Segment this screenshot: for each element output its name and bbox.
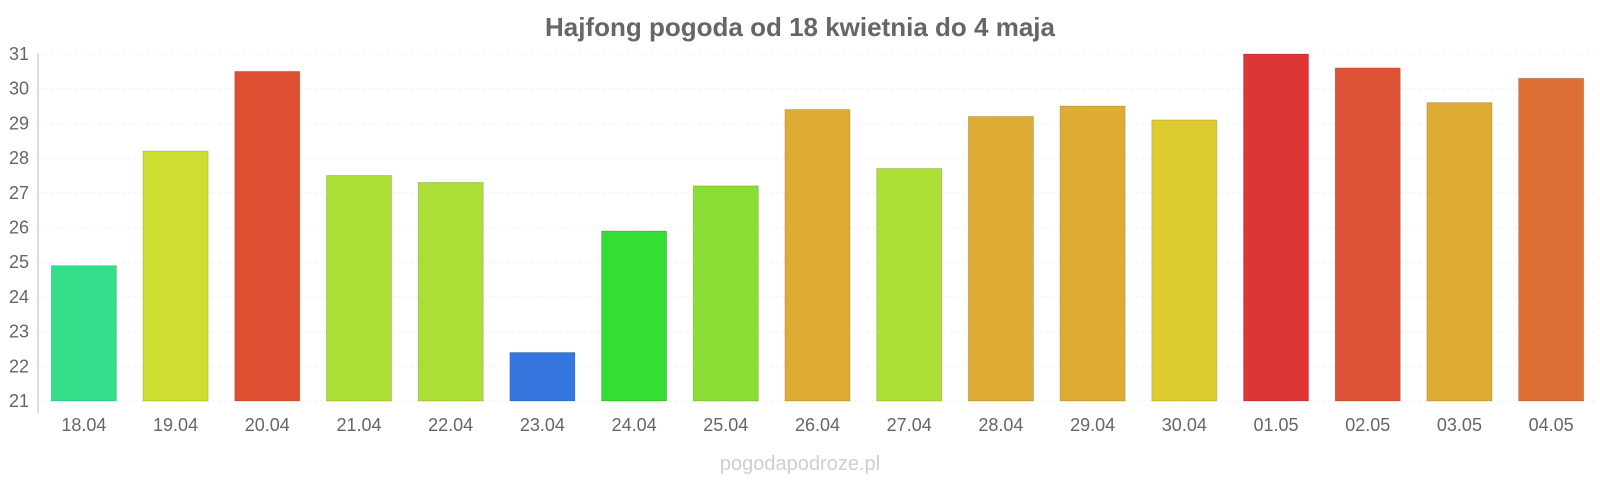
x-axis-ticks: 18.04 19.04 20.04 21.04 22.04 23.04 24.04 25.04…: [61, 415, 1573, 435]
y-tick-label: 29: [9, 113, 29, 133]
y-tick-label: 25: [9, 252, 29, 272]
x-tick-label: 02.05: [1345, 415, 1390, 435]
x-tick-label: 01.05: [1254, 415, 1299, 435]
x-tick-label: 18.04: [61, 415, 106, 435]
bar-25.04[interactable]: [692, 185, 759, 402]
bar-01.05[interactable]: [1242, 53, 1310, 402]
y-tick-label: 31: [9, 44, 29, 64]
bar-30.04[interactable]: [1151, 119, 1218, 402]
bar-19.04[interactable]: [142, 150, 209, 402]
x-tick-label: 30.04: [1162, 415, 1207, 435]
bar-02.05[interactable]: [1334, 67, 1401, 402]
x-tick-label: 25.04: [703, 415, 748, 435]
bars: [50, 53, 1585, 402]
bar-18.04[interactable]: [50, 265, 117, 402]
bar-04.05[interactable]: [1518, 77, 1585, 402]
source-watermark: pogodapodroze.pl: [720, 453, 880, 475]
x-tick-label: 29.04: [1070, 415, 1115, 435]
bar-21.04[interactable]: [325, 174, 393, 402]
x-tick-label: 03.05: [1437, 415, 1482, 435]
bar-28.04[interactable]: [967, 115, 1034, 402]
x-tick-label: 04.05: [1529, 415, 1574, 435]
x-tick-label: 21.04: [336, 415, 381, 435]
x-tick-label: 26.04: [795, 415, 840, 435]
bar-24.04[interactable]: [601, 230, 668, 402]
x-tick-label: 23.04: [520, 415, 565, 435]
bar-26.04[interactable]: [784, 109, 851, 402]
x-tick-label: 28.04: [978, 415, 1023, 435]
x-tick-label: 19.04: [153, 415, 198, 435]
y-tick-label: 24: [9, 287, 29, 307]
bar-23.04[interactable]: [509, 351, 576, 402]
y-tick-label: 30: [9, 79, 29, 99]
y-axis-ticks: 21 22 23 24 25 26 27 28 29 30 31: [9, 44, 29, 411]
y-tick-label: 21: [9, 391, 29, 411]
y-tick-label: 27: [9, 183, 29, 203]
bar-27.04[interactable]: [876, 168, 943, 402]
bar-29.04[interactable]: [1059, 105, 1126, 402]
y-tick-label: 28: [9, 148, 29, 168]
x-tick-label: 27.04: [887, 415, 932, 435]
chart-title: Hajfong pogoda od 18 kwietnia do 4 maja: [545, 12, 1055, 42]
x-tick-label: 20.04: [245, 415, 290, 435]
bar-03.05[interactable]: [1426, 102, 1493, 402]
x-tick-label: 24.04: [612, 415, 657, 435]
y-tick-label: 23: [9, 322, 29, 342]
bar-20.04[interactable]: [234, 70, 301, 402]
x-tick-label: 22.04: [428, 415, 473, 435]
y-tick-label: 22: [9, 356, 29, 376]
y-tick-label: 26: [9, 218, 29, 238]
bar-22.04[interactable]: [417, 181, 484, 402]
